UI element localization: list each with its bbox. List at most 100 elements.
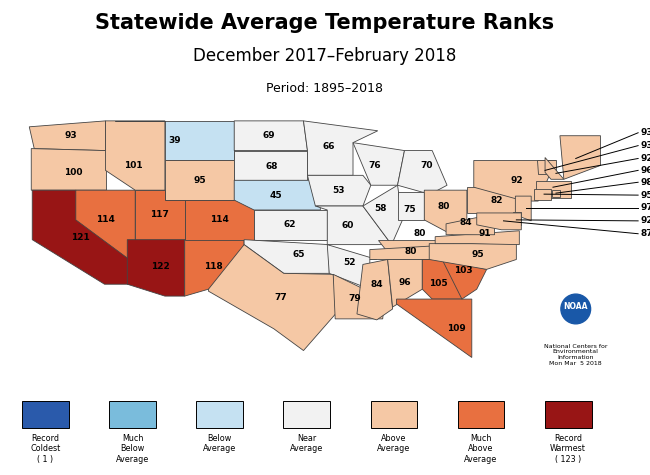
Text: 80: 80 (413, 229, 426, 238)
Polygon shape (234, 121, 307, 151)
Text: 96: 96 (398, 278, 411, 287)
Text: 93: 93 (640, 128, 650, 137)
Polygon shape (234, 151, 307, 180)
Polygon shape (387, 259, 422, 307)
Polygon shape (422, 259, 462, 299)
Text: 69: 69 (263, 131, 275, 140)
Polygon shape (234, 180, 320, 210)
Text: 105: 105 (429, 279, 447, 288)
Text: 98: 98 (640, 178, 650, 187)
Polygon shape (435, 231, 519, 245)
Text: Near
Average: Near Average (290, 434, 324, 453)
Polygon shape (29, 121, 105, 151)
Text: 97: 97 (640, 203, 650, 212)
Text: 66: 66 (322, 142, 335, 151)
Polygon shape (357, 259, 393, 320)
Polygon shape (31, 149, 107, 190)
Polygon shape (135, 190, 185, 240)
Text: 118: 118 (204, 262, 223, 271)
Polygon shape (185, 240, 244, 296)
Text: 52: 52 (343, 258, 356, 267)
Text: 96: 96 (640, 166, 650, 175)
Text: 101: 101 (124, 161, 142, 170)
Text: 45: 45 (270, 190, 282, 200)
Text: 92: 92 (510, 176, 523, 185)
Text: 80: 80 (438, 201, 450, 210)
Polygon shape (307, 175, 370, 206)
Text: Period: 1895–2018: Period: 1895–2018 (266, 82, 384, 95)
Polygon shape (424, 190, 467, 235)
Polygon shape (209, 245, 338, 351)
Text: 117: 117 (151, 210, 170, 219)
Polygon shape (534, 189, 551, 200)
FancyBboxPatch shape (196, 400, 243, 428)
Text: National Centers for
Environmental
Information
Mon Mar  5 2018: National Centers for Environmental Infor… (544, 343, 608, 366)
Text: 87: 87 (640, 229, 650, 238)
Text: 39: 39 (168, 136, 181, 145)
Text: 121: 121 (72, 233, 90, 242)
FancyBboxPatch shape (109, 400, 156, 428)
Polygon shape (536, 181, 571, 198)
Polygon shape (398, 151, 447, 193)
Circle shape (561, 294, 591, 324)
Polygon shape (32, 190, 132, 284)
Text: 92: 92 (640, 217, 650, 225)
Text: 93: 93 (640, 141, 650, 150)
Polygon shape (315, 206, 391, 245)
Text: 79: 79 (348, 294, 361, 303)
Text: 95: 95 (193, 176, 206, 185)
Polygon shape (560, 136, 601, 179)
Text: December 2017–February 2018: December 2017–February 2018 (193, 47, 457, 65)
Text: 84: 84 (370, 280, 383, 289)
Text: 58: 58 (374, 204, 387, 213)
Text: 114: 114 (210, 215, 229, 224)
Text: 62: 62 (283, 220, 296, 229)
Polygon shape (244, 240, 330, 273)
Polygon shape (254, 210, 327, 240)
Text: Above
Average: Above Average (377, 434, 411, 453)
Polygon shape (514, 212, 521, 225)
FancyBboxPatch shape (283, 400, 330, 428)
Text: Much
Above
Average: Much Above Average (464, 434, 498, 464)
Polygon shape (378, 240, 453, 259)
Polygon shape (333, 275, 385, 319)
Text: 60: 60 (342, 221, 354, 230)
FancyBboxPatch shape (370, 400, 417, 428)
Text: 100: 100 (64, 168, 82, 177)
Text: NOAA: NOAA (564, 302, 588, 311)
Text: 103: 103 (454, 266, 472, 275)
Polygon shape (76, 190, 135, 259)
Polygon shape (363, 185, 402, 245)
Text: Statewide Average Temperature Ranks: Statewide Average Temperature Ranks (96, 12, 554, 33)
Polygon shape (165, 161, 234, 200)
Text: 76: 76 (369, 161, 381, 170)
Text: 91: 91 (478, 229, 491, 238)
Polygon shape (304, 121, 378, 175)
Text: 95: 95 (640, 190, 650, 200)
Text: 93: 93 (64, 131, 77, 140)
Polygon shape (398, 192, 424, 220)
Text: 80: 80 (404, 247, 417, 256)
Polygon shape (474, 161, 556, 201)
Text: 65: 65 (292, 250, 305, 259)
Polygon shape (396, 299, 472, 358)
Polygon shape (353, 142, 404, 185)
Text: 68: 68 (266, 162, 278, 171)
FancyBboxPatch shape (22, 400, 69, 428)
Text: 82: 82 (490, 196, 503, 205)
Polygon shape (545, 158, 564, 179)
Text: 77: 77 (274, 293, 287, 302)
Polygon shape (446, 214, 495, 235)
Text: 70: 70 (420, 161, 432, 170)
Polygon shape (537, 161, 556, 174)
Polygon shape (370, 245, 456, 259)
Text: 92: 92 (640, 154, 650, 163)
Text: 109: 109 (447, 324, 465, 333)
Polygon shape (429, 244, 516, 269)
Polygon shape (116, 121, 234, 161)
Text: Record
Warmest
( 123 ): Record Warmest ( 123 ) (550, 434, 586, 464)
Text: 53: 53 (332, 186, 345, 195)
Text: Record
Coldest
( 1 ): Record Coldest ( 1 ) (31, 434, 60, 464)
Polygon shape (476, 213, 521, 230)
Polygon shape (327, 245, 377, 289)
